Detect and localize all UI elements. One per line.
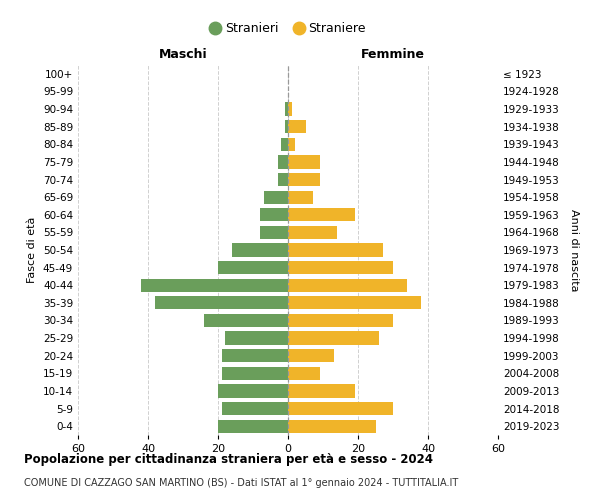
Bar <box>288 332 379 344</box>
Bar <box>221 349 288 362</box>
Text: Maschi: Maschi <box>158 48 208 62</box>
Bar <box>141 278 288 292</box>
Bar <box>288 402 393 415</box>
Bar <box>218 384 288 398</box>
Bar <box>288 314 393 327</box>
Bar <box>281 138 288 151</box>
Bar <box>155 296 288 310</box>
Bar <box>221 366 288 380</box>
Text: Popolazione per cittadinanza straniera per età e sesso - 2024: Popolazione per cittadinanza straniera p… <box>24 452 433 466</box>
Bar <box>221 402 288 415</box>
Bar <box>284 102 288 116</box>
Bar <box>263 190 288 204</box>
Bar <box>225 332 288 344</box>
Bar <box>288 244 383 256</box>
Bar <box>260 226 288 239</box>
Legend: Stranieri, Straniere: Stranieri, Straniere <box>205 17 371 40</box>
Bar <box>288 138 295 151</box>
Bar <box>288 102 292 116</box>
Bar <box>232 244 288 256</box>
Text: COMUNE DI CAZZAGO SAN MARTINO (BS) - Dati ISTAT al 1° gennaio 2024 - TUTTITALIA.: COMUNE DI CAZZAGO SAN MARTINO (BS) - Dat… <box>24 478 458 488</box>
Bar <box>288 366 320 380</box>
Bar <box>288 226 337 239</box>
Bar <box>288 208 355 222</box>
Bar <box>204 314 288 327</box>
Bar <box>288 190 313 204</box>
Bar <box>284 120 288 134</box>
Bar <box>288 173 320 186</box>
Bar <box>288 420 376 433</box>
Bar <box>288 278 407 292</box>
Y-axis label: Anni di nascita: Anni di nascita <box>569 209 579 291</box>
Text: Femmine: Femmine <box>361 48 425 62</box>
Bar <box>218 261 288 274</box>
Bar <box>277 156 288 168</box>
Bar <box>288 156 320 168</box>
Bar <box>288 261 393 274</box>
Bar <box>218 420 288 433</box>
Bar <box>288 384 355 398</box>
Bar <box>277 173 288 186</box>
Bar <box>288 120 305 134</box>
Y-axis label: Fasce di età: Fasce di età <box>28 217 37 283</box>
Bar <box>260 208 288 222</box>
Bar <box>288 296 421 310</box>
Bar <box>288 349 334 362</box>
